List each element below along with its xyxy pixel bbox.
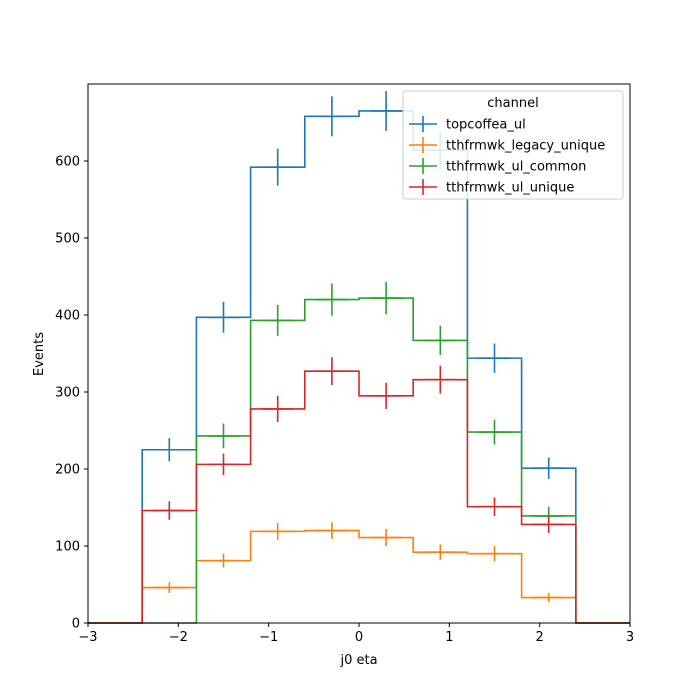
- x-tick-label: 2: [536, 630, 544, 645]
- x-tick-label: 1: [445, 630, 453, 645]
- y-tick-label: 500: [55, 232, 80, 247]
- legend-title: channel: [487, 96, 538, 111]
- series-tthfrmwk_ul_unique: [88, 357, 630, 624]
- x-tick-label: 0: [355, 630, 363, 645]
- x-tick-label: −2: [169, 630, 188, 645]
- legend-label: tthfrmwk_ul_unique: [446, 181, 574, 196]
- x-axis-label: j0 eta: [339, 653, 377, 668]
- x-tick-label: −3: [78, 630, 97, 645]
- y-tick-label: 0: [72, 617, 80, 632]
- x-tick-label: −1: [259, 630, 278, 645]
- legend-label: tthfrmwk_legacy_unique: [446, 139, 605, 154]
- y-tick-label: 400: [55, 309, 80, 324]
- legend-label: tthfrmwk_ul_common: [446, 160, 586, 175]
- legend-label: topcoffea_ul: [446, 118, 526, 133]
- x-axis: −3 −2 −1 0 1 2 3: [78, 623, 634, 645]
- x-tick-label: 3: [626, 630, 634, 645]
- y-tick-label: 200: [55, 463, 80, 478]
- y-tick-label: 100: [55, 540, 80, 555]
- legend: channel topcoffea_ul tthfrmwk_legacy_uniq…: [402, 90, 624, 200]
- y-tick-label: 600: [55, 155, 80, 170]
- series-step-line: [88, 370, 630, 624]
- y-axis-label: Events: [32, 332, 47, 376]
- y-tick-label: 300: [55, 386, 80, 401]
- plot-area: [88, 90, 630, 624]
- y-axis: 0 100 200 300 400 500 600: [55, 155, 88, 632]
- legend-box: [402, 90, 624, 200]
